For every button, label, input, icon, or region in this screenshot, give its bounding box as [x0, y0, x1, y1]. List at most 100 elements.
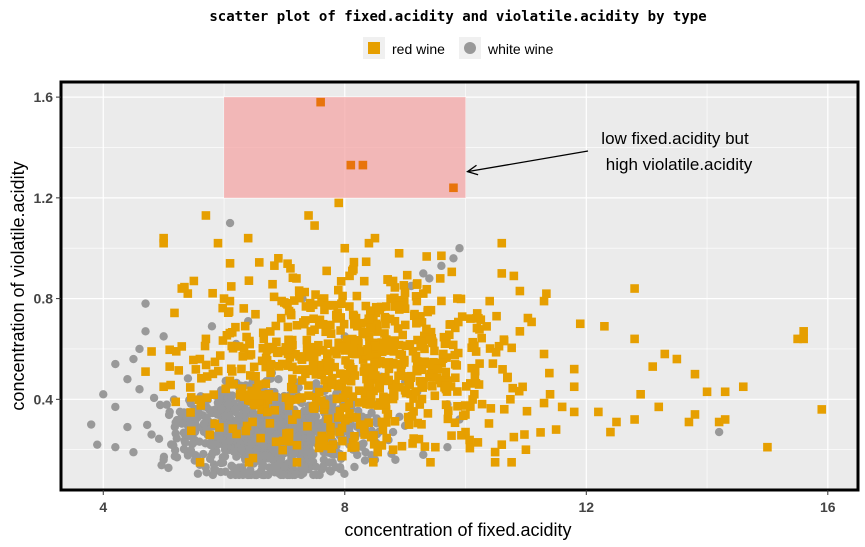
- red-wine-point: [298, 365, 308, 374]
- red-wine-point: [630, 284, 639, 293]
- red-wine-point: [466, 314, 475, 323]
- red-wine-point: [292, 457, 302, 467]
- red-wine-point: [409, 394, 418, 403]
- red-wine-point: [405, 340, 415, 349]
- red-wine-point: [398, 330, 407, 340]
- white-wine-point: [273, 412, 282, 422]
- red-wine-point: [245, 371, 255, 380]
- red-wine-point: [225, 259, 235, 268]
- red-wine-point: [246, 350, 256, 359]
- white-wine-point: [293, 433, 302, 442]
- red-wine-point: [348, 266, 357, 276]
- red-wine-point: [507, 343, 516, 353]
- white-wine-point: [170, 452, 180, 461]
- annotation: low fixed.acidity but high violatile.acid…: [466, 129, 753, 176]
- red-wine-point: [237, 364, 246, 374]
- red-wine-point: [492, 311, 501, 321]
- red-wine-point: [450, 350, 460, 360]
- white-wine-point: [288, 450, 298, 460]
- white-wine-point: [232, 416, 241, 425]
- white-wine-point: [159, 332, 168, 341]
- red-wine-point: [301, 302, 311, 311]
- red-wine-point: [274, 253, 283, 263]
- red-wine-point: [471, 379, 481, 388]
- red-wine-point: [171, 347, 181, 356]
- red-wine-point: [213, 366, 223, 376]
- x-tick-label: 12: [579, 499, 595, 515]
- red-wine-point: [326, 320, 335, 330]
- red-wine-point: [189, 355, 198, 365]
- red-wine-point: [399, 281, 409, 290]
- red-wine-point: [295, 293, 304, 303]
- red-wine-point: [336, 277, 346, 286]
- red-wine-point: [394, 248, 404, 258]
- red-wine-point: [310, 221, 319, 230]
- red-wine-point: [551, 425, 561, 434]
- red-wine-point: [690, 410, 700, 419]
- red-wine-point: [420, 344, 429, 354]
- white-wine-point: [225, 218, 235, 228]
- white-wine-point: [111, 359, 120, 369]
- white-wine-point: [86, 420, 96, 429]
- white-wine-point: [147, 430, 156, 439]
- red-wine-point: [260, 402, 270, 411]
- red-wine-point: [366, 323, 376, 333]
- white-wine-point: [267, 455, 276, 464]
- red-wine-point: [672, 354, 682, 364]
- white-wine-point: [154, 434, 164, 444]
- red-wine-point: [227, 367, 237, 376]
- red-wine-point: [183, 289, 193, 298]
- red-wine-point: [485, 296, 494, 306]
- red-wine-point: [435, 274, 445, 283]
- red-wine-point: [339, 369, 349, 379]
- red-wine-point: [339, 374, 349, 384]
- red-wine-point: [381, 405, 391, 414]
- white-wine-point: [437, 261, 446, 271]
- red-wine-point: [364, 238, 374, 248]
- white-wine-point: [216, 467, 225, 477]
- red-wine-point: [382, 302, 391, 311]
- red-wine-point: [202, 372, 212, 381]
- red-wine-point: [231, 322, 240, 332]
- red-wine-point: [277, 359, 287, 369]
- white-wine-point: [111, 402, 120, 412]
- red-wine-point: [428, 381, 437, 391]
- red-wine-point: [289, 296, 299, 305]
- red-wine-point: [381, 319, 390, 329]
- red-wine-point: [450, 323, 460, 333]
- white-wine-point: [199, 449, 208, 459]
- red-wine-point: [660, 349, 670, 359]
- red-wine-point: [433, 364, 443, 374]
- red-wine-point: [457, 430, 466, 440]
- red-wine-point: [612, 417, 621, 427]
- red-wine-point: [322, 301, 332, 310]
- red-wine-point: [472, 323, 482, 333]
- red-wine-point: [442, 387, 452, 396]
- y-tick-label: 0.8: [34, 291, 54, 307]
- red-wine-point: [407, 412, 417, 421]
- red-wine-point: [245, 339, 254, 349]
- red-wine-point: [465, 435, 474, 445]
- red-wine-point: [382, 359, 391, 369]
- red-wine-point: [363, 382, 373, 392]
- white-wine-point: [302, 447, 311, 456]
- red-wine-point: [328, 373, 337, 383]
- red-wine-point: [414, 434, 424, 444]
- white-wine-point: [135, 385, 144, 394]
- white-wine-point: [255, 414, 265, 423]
- red-wine-point: [215, 423, 224, 432]
- red-wine-point: [309, 314, 318, 324]
- red-wine-point: [291, 350, 300, 359]
- red-wine-point: [569, 382, 579, 392]
- red-wine-point: [185, 383, 195, 392]
- white-wine-point: [224, 400, 234, 409]
- red-wine-point: [503, 372, 512, 382]
- red-wine-point: [375, 305, 385, 315]
- red-wine-point: [388, 445, 398, 455]
- white-wine-point: [227, 392, 236, 402]
- red-wine-point: [171, 397, 181, 407]
- red-wine-point: [430, 391, 440, 401]
- red-wine-point: [405, 402, 414, 412]
- red-wine-point: [318, 319, 328, 329]
- red-wine-point: [606, 427, 615, 437]
